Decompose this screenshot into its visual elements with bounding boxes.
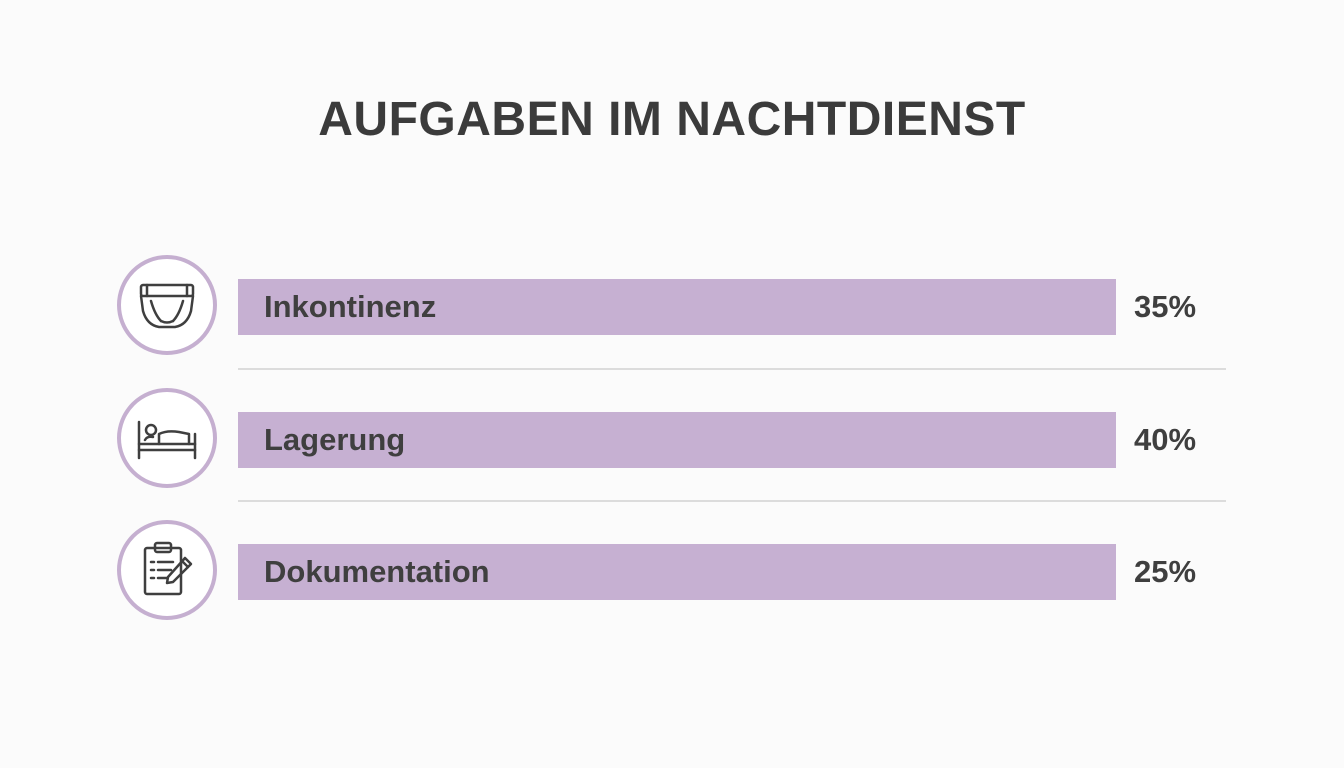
category-label: Dokumentation — [264, 554, 490, 589]
bar-track: Lagerung — [238, 412, 1116, 468]
chart-title: AUFGABEN IM NACHTDIENST — [318, 93, 1026, 146]
bar-row-dokumentation: Dokumentation 25% — [0, 518, 1344, 626]
bar-track: Dokumentation — [238, 544, 1116, 600]
row-divider — [238, 500, 1226, 502]
value-label: 25% — [1134, 554, 1197, 589]
row-divider — [238, 368, 1226, 370]
bar-lagerung — [238, 412, 1116, 468]
bar-dokumentation — [238, 544, 1116, 600]
bar-track: Inkontinenz — [238, 279, 1116, 335]
bar-row-lagerung: Lagerung 40% — [0, 386, 1344, 494]
value-label: 40% — [1134, 422, 1197, 457]
diaper-icon — [117, 255, 217, 355]
bar-row-inkontinenz: Inkontinenz 35% — [0, 253, 1344, 361]
bed-icon — [117, 388, 217, 488]
category-label: Lagerung — [264, 422, 406, 457]
value-label: 35% — [1134, 289, 1197, 324]
clipboard-icon — [117, 520, 217, 620]
bar-inkontinenz — [238, 279, 1116, 335]
category-label: Inkontinenz — [264, 289, 437, 324]
